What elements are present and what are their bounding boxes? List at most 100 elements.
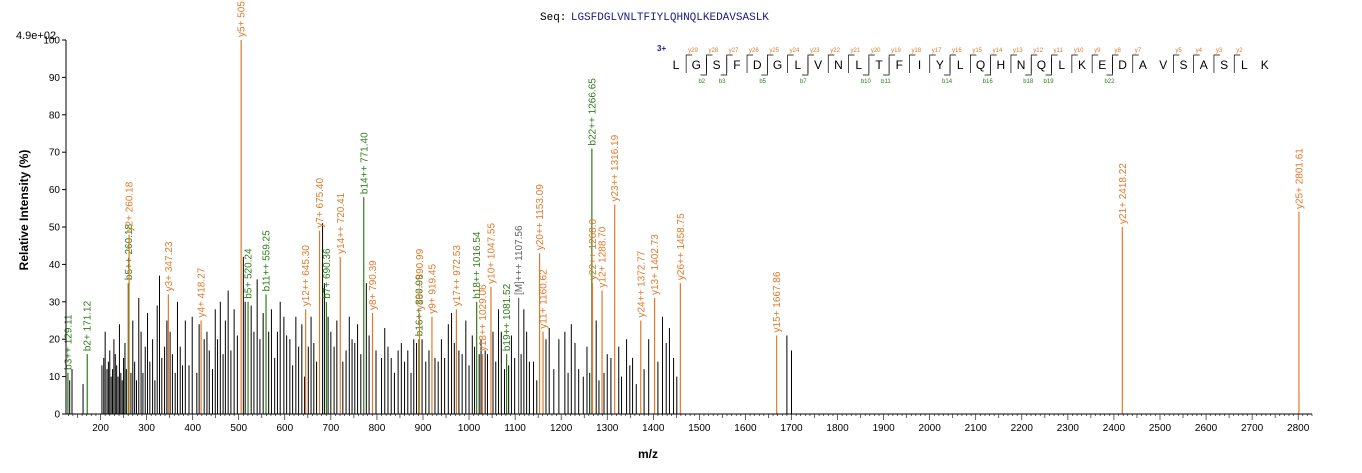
x-tick-label: 2500 bbox=[1149, 423, 1172, 434]
y-tick-label: 50 bbox=[49, 223, 61, 234]
residue-letter: A bbox=[1139, 58, 1147, 72]
x-tick-label: 500 bbox=[230, 423, 247, 434]
y-ion-label: y26 bbox=[749, 48, 759, 54]
x-tick-label: 700 bbox=[323, 423, 340, 434]
y-ion-bracket bbox=[929, 54, 936, 73]
y-ion-label: y25 bbox=[769, 48, 779, 54]
x-tick-label: 200 bbox=[92, 423, 109, 434]
y-ion-label: y11 bbox=[1054, 48, 1064, 54]
y-ion-label: y12 bbox=[1033, 48, 1043, 54]
y-tick-label: 20 bbox=[49, 335, 61, 346]
peak-label: y18++ 1029.06 bbox=[478, 284, 489, 351]
residue-letter: V bbox=[1159, 58, 1167, 72]
y-tick-label: 0 bbox=[54, 410, 60, 421]
x-tick-label: 1300 bbox=[596, 423, 619, 434]
axes: 0 10 20 30 40 50 60 70 80 90 100 200 300 400 500 600 700… bbox=[43, 36, 1313, 434]
y-ion-label: y4 bbox=[1196, 48, 1203, 54]
residue-letter: L bbox=[1241, 58, 1248, 72]
peak-label: b18++ 1016.54 bbox=[472, 231, 483, 299]
residue-letter: E bbox=[1098, 58, 1106, 72]
y-ion-bracket bbox=[949, 54, 957, 73]
peak-label: y3+ 347.23 bbox=[164, 241, 175, 291]
peak-label: b2+ 171.12 bbox=[83, 300, 94, 351]
y-tick-label: 60 bbox=[49, 185, 61, 196]
y-ion-bracket bbox=[1051, 54, 1058, 73]
residue-letter: H bbox=[996, 58, 1005, 72]
residue-letter: K bbox=[1261, 58, 1269, 72]
y-ion-bracket bbox=[888, 54, 896, 73]
b-ion-label: b3 bbox=[719, 79, 726, 85]
x-tick-label: 2400 bbox=[1103, 423, 1126, 434]
residue-letter: D bbox=[753, 58, 762, 72]
b-ion-label: b5 bbox=[759, 79, 766, 85]
x-tick-label: 2800 bbox=[1287, 423, 1310, 434]
peak-label: y12++ 645.30 bbox=[301, 245, 312, 307]
y-ion-bracket bbox=[868, 54, 875, 73]
y-ion-bracket bbox=[827, 54, 835, 73]
y-ion-label: y8 bbox=[1114, 48, 1121, 54]
y-ion-label: y2 bbox=[1236, 48, 1243, 54]
residue-letter: V bbox=[814, 58, 822, 72]
y-ion-bracket bbox=[1091, 54, 1099, 73]
residue-letter: Q bbox=[976, 58, 985, 72]
b-ion-bracket bbox=[1045, 57, 1052, 76]
b-ion-bracket bbox=[984, 57, 991, 76]
residue-letter: L bbox=[1058, 58, 1065, 72]
y-tick-label: 30 bbox=[49, 297, 61, 308]
y-ion-bracket bbox=[685, 54, 693, 73]
y-ion-label: y13 bbox=[1013, 48, 1023, 54]
b-ion-label: b16 bbox=[983, 79, 994, 85]
residue-letter: S bbox=[713, 58, 721, 72]
y-ion-bracket bbox=[726, 54, 733, 73]
peak-label: y5+ 505.2 bbox=[237, 0, 248, 37]
y-ion-bracket bbox=[746, 54, 754, 73]
y-ion-label: y21 bbox=[851, 48, 861, 54]
y-ion-bracket bbox=[1213, 54, 1220, 73]
peak-label: y11+ 1160.62 bbox=[539, 269, 550, 329]
residue-letter: N bbox=[1017, 58, 1026, 72]
residue-letter: T bbox=[875, 58, 883, 72]
y-ion-bracket bbox=[706, 54, 713, 73]
b-ion-bracket bbox=[1106, 57, 1113, 76]
x-tick-label: 400 bbox=[184, 423, 201, 434]
y-ion-bracket bbox=[1233, 54, 1241, 73]
peak-label: y4+ 418.27 bbox=[197, 267, 208, 317]
b-ion-bracket bbox=[761, 57, 768, 76]
peak-label: b19++ 1081.52 bbox=[502, 283, 513, 351]
residue-letter: K bbox=[1078, 58, 1086, 72]
peak-label: y21+ 2418.22 bbox=[1118, 163, 1129, 224]
x-tick-label: 1000 bbox=[458, 423, 481, 434]
charge-state: 3+ bbox=[657, 44, 666, 53]
peak-label: y20++ 1153.09 bbox=[535, 184, 546, 250]
b-ion-label: b18 bbox=[1023, 79, 1034, 85]
residue-letter: L bbox=[673, 58, 680, 72]
peak-label: b14++ 771.40 bbox=[359, 132, 370, 194]
y-ion-label: y15 bbox=[972, 48, 982, 54]
peak-label: y9+ 919.45 bbox=[427, 264, 438, 314]
x-tick-label: 900 bbox=[415, 423, 432, 434]
peak-label: y7+ 675.40 bbox=[315, 178, 326, 228]
residue-letter: G bbox=[773, 58, 782, 72]
peak-label: y2+ 260.18 bbox=[125, 181, 136, 231]
b-ion-bracket bbox=[862, 57, 870, 76]
residue-letter: L bbox=[855, 58, 862, 72]
residue-letter: Q bbox=[1037, 58, 1046, 72]
peak-label: y8+ 790.39 bbox=[368, 260, 379, 310]
peak-label: b16++ 890.99 bbox=[414, 274, 425, 336]
peak-label: b3++ 129.11 bbox=[63, 314, 74, 370]
x-tick-label: 2300 bbox=[1057, 423, 1080, 434]
y-ion-bracket bbox=[807, 54, 814, 73]
b-ion-label: b19 bbox=[1044, 79, 1055, 85]
residue-letter: Y bbox=[936, 58, 944, 72]
b-ion-label: b10 bbox=[861, 79, 872, 85]
x-tick-label: 2600 bbox=[1195, 423, 1218, 434]
y-ion-bracket bbox=[1010, 54, 1017, 73]
sequence-header: Seq: LGSFDGLVNLTFIYLQHNQLKEDAVSASLK bbox=[540, 7, 769, 25]
peak-label: y15+ 1667.86 bbox=[772, 271, 783, 332]
y-ion-label: y18 bbox=[911, 48, 921, 54]
b-ion-label: b11 bbox=[881, 79, 891, 85]
residue-letter: F bbox=[896, 58, 903, 72]
